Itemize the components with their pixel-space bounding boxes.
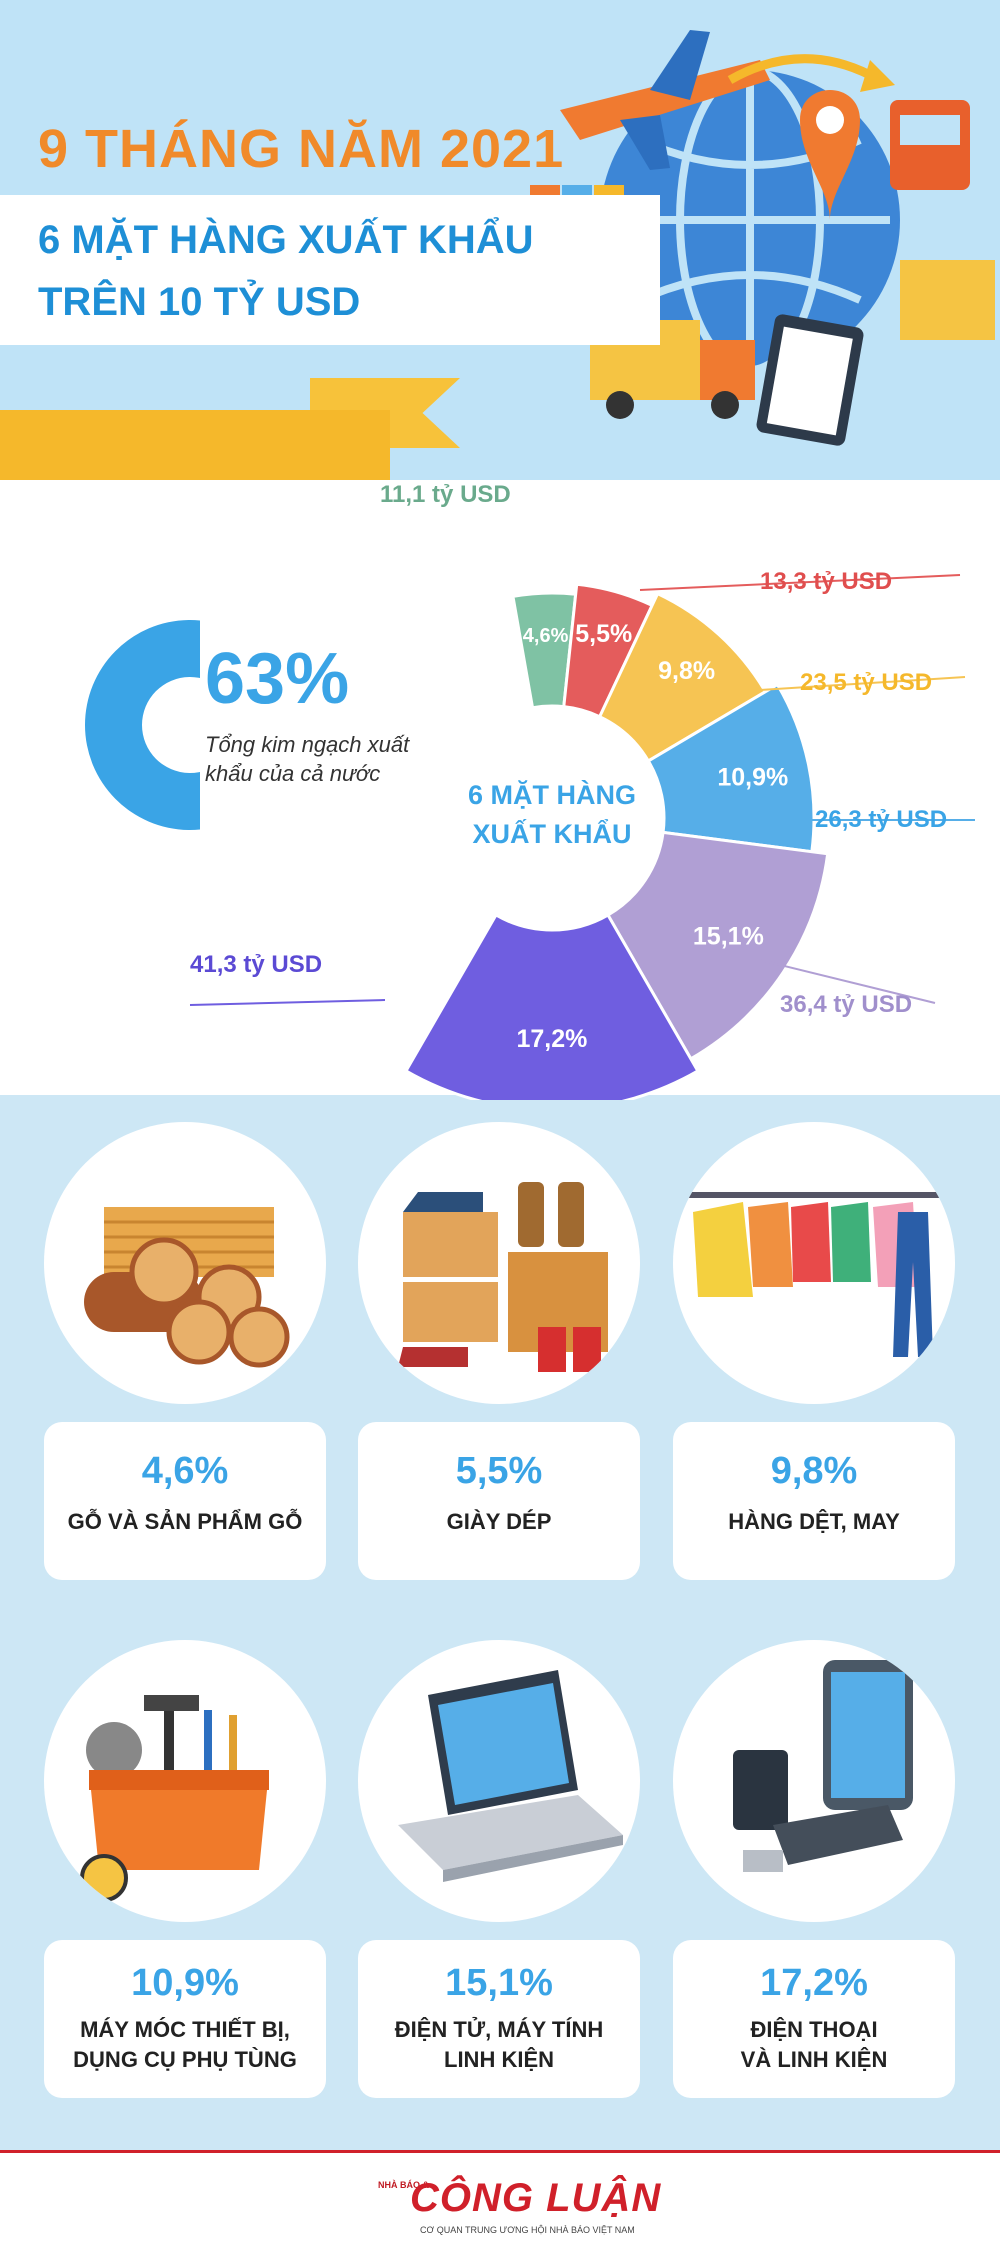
logo-subtitle: CƠ QUAN TRUNG ƯƠNG HỘI NHÀ BÁO VIỆT NAM (420, 2225, 635, 2235)
leader-line (759, 676, 966, 691)
share-arc-chart (85, 620, 200, 830)
category-name-line-1: MÁY MÓC THIẾT BỊ, (80, 2017, 290, 2042)
category-percent: 15,1% (445, 1962, 553, 2004)
category-percent: 9,8% (770, 1450, 858, 1492)
leader-line (189, 999, 386, 1006)
slice-percent-label: 4,6% (523, 625, 569, 647)
shoes-icon (398, 1182, 608, 1372)
slice-percent-label: 9,8% (658, 657, 715, 685)
main-title-line-1: 6 MẶT HÀNG XUẤT KHẨU (38, 218, 534, 262)
category-card-machinery: 10,9% MÁY MÓC THIẾT BỊ, DỤNG CỤ PHỤ TÙNG (44, 1940, 326, 2098)
slice-percent-label: 10,9% (717, 764, 788, 792)
phone-illustration-circle (673, 1640, 955, 1922)
share-arc (85, 620, 200, 830)
slice-value-label: 36,4 tỷ USD (780, 991, 913, 1018)
donut-slice (403, 912, 700, 1100)
slice-value-label: 11,1 tỷ USD (380, 481, 511, 508)
category-name-line-1: ĐIỆN TỬ, MÁY TÍNH (394, 2017, 604, 2042)
wood-logs-icon (84, 1207, 290, 1368)
category-name: HÀNG DỆT, MAY (728, 1509, 900, 1534)
category-card-wood: 4,6% GỖ VÀ SẢN PHẨM GỖ (44, 1422, 326, 1580)
publisher-logo: CÔNG LUẬN (410, 2176, 662, 2220)
leader-line (759, 959, 936, 1004)
category-name-line-2: VÀ LINH KIỆN (740, 2047, 888, 2072)
wood-illustration-circle (44, 1122, 326, 1404)
category-name-line-2: LINH KIỆN (444, 2047, 554, 2072)
shoes-illustration-circle (358, 1122, 640, 1404)
clipboard-checklist-icon (756, 314, 864, 446)
laptop-illustration-circle (358, 1640, 640, 1922)
category-card-textiles: 9,8% HÀNG DỆT, MAY (673, 1422, 955, 1580)
category-percent: 5,5% (455, 1450, 543, 1492)
category-card-phones: 17,2% ĐIỆN THOẠI VÀ LINH KIỆN (673, 1940, 955, 2098)
leader-line (639, 574, 961, 591)
footer (0, 2150, 1000, 2264)
clothes-illustration-circle (673, 1122, 955, 1404)
map-pin-icon (800, 90, 860, 220)
category-percent: 17,2% (760, 1962, 868, 2004)
category-percent: 10,9% (131, 1962, 239, 2004)
category-name: GỖ VÀ SẢN PHẨM GỖ (67, 1509, 303, 1534)
slice-value-label: 41,3 tỷ USD (190, 951, 323, 978)
footer-divider (0, 2150, 1000, 2153)
slice-value-label: 23,5 tỷ USD (800, 669, 933, 696)
header-banner: 9 THÁNG NĂM 2021 6 MẶT HÀNG XUẤT KHẨU TR… (0, 0, 1000, 480)
category-name-line-2: DỤNG CỤ PHỤ TÙNG (73, 2047, 297, 2072)
main-title-line-2: TRÊN 10 TỶ USD (38, 280, 361, 324)
laptop-icon (398, 1670, 623, 1882)
toolbox-icon (80, 1695, 269, 1902)
clothes-rack-icon (683, 1192, 945, 1357)
slice-value-label: 26,3 tỷ USD (815, 806, 948, 833)
title-band (0, 195, 660, 345)
airplane-icon (560, 30, 770, 170)
share-description: Tổng kim ngạch xuất khẩu của cả nước (205, 732, 410, 786)
year-title: 9 THÁNG NĂM 2021 (38, 119, 565, 179)
category-name-line-1: ĐIỆN THOẠI (750, 2017, 878, 2042)
cargo-box-icon (900, 260, 995, 340)
slice-percent-label: 17,2% (516, 1025, 587, 1053)
donut-slice (605, 830, 830, 1061)
category-percent: 4,6% (141, 1450, 229, 1492)
share-percent: 63% (205, 639, 350, 719)
logo-small-text: NHÀ BÁO & (378, 2180, 429, 2190)
donut-center-line-2: XUẤT KHẨU (473, 818, 632, 849)
phone-icon (733, 1660, 913, 1872)
category-card-electronics: 15,1% ĐIỆN TỬ, MÁY TÍNH LINH KIỆN (358, 1940, 640, 2098)
slice-percent-label: 15,1% (693, 923, 764, 951)
category-card-footwear: 5,5% GIÀY DÉP (358, 1422, 640, 1580)
tools-illustration-circle (44, 1640, 326, 1922)
donut-chart: 4,6% 5,5% 9,8% 10,9% 15,1% 17,2% 6 MẶT HÀNG X… (189, 574, 975, 1100)
slice-percent-label: 5,5% (575, 620, 632, 648)
category-name: GIÀY DÉP (446, 1509, 552, 1534)
ribbon (0, 410, 390, 480)
donut-center-line-1: 6 MẶT HÀNG (468, 779, 636, 810)
export-logistics-illustration (510, 30, 995, 446)
slice-value-label: 13,3 tỷ USD (760, 568, 893, 595)
